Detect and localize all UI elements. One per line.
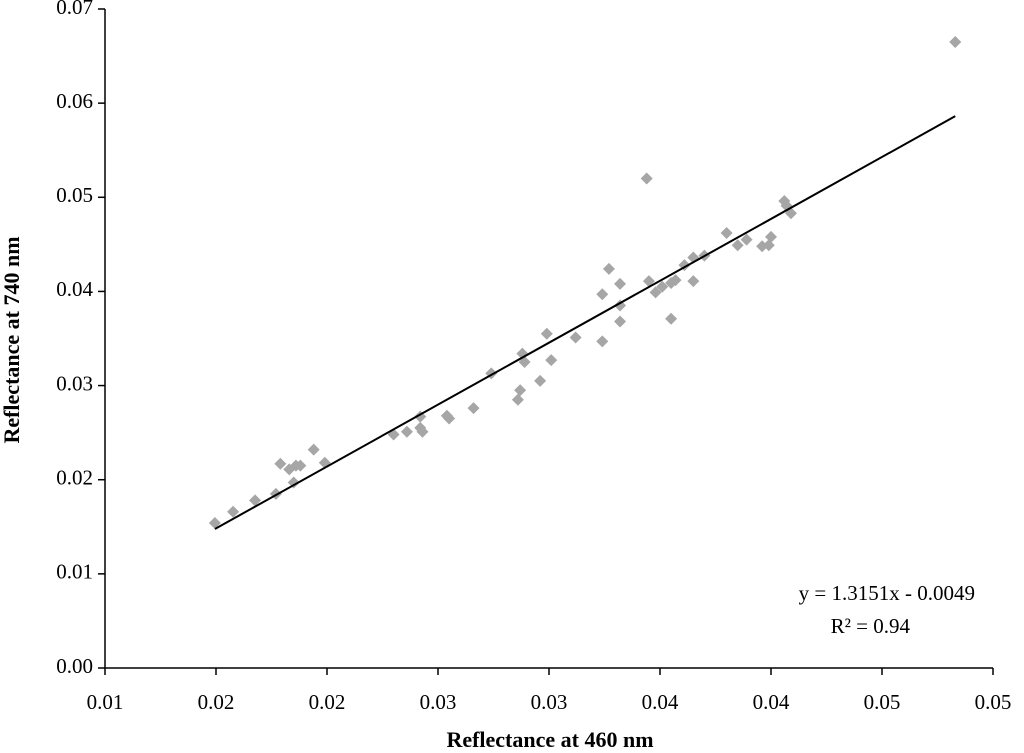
x-tick-label: 0.01	[87, 690, 124, 714]
x-tick-label: 0.02	[198, 690, 235, 714]
point	[467, 402, 480, 415]
point	[640, 172, 653, 185]
y-tick-label: 0.07	[56, 0, 93, 19]
point	[665, 312, 678, 325]
r-squared: R² = 0.94	[831, 614, 911, 638]
point	[307, 443, 320, 456]
point	[400, 425, 413, 438]
point	[649, 286, 662, 299]
point	[569, 331, 582, 344]
point	[740, 233, 753, 246]
point	[249, 494, 262, 507]
point	[731, 239, 744, 252]
point	[765, 230, 777, 243]
point	[762, 239, 775, 252]
point	[687, 275, 700, 288]
point	[949, 35, 962, 48]
point	[614, 277, 627, 290]
y-tick-label: 0.02	[56, 466, 93, 490]
point	[642, 275, 655, 288]
x-tick-label: 0.04	[753, 690, 790, 714]
point	[208, 517, 221, 530]
x-tick-label: 0.05	[864, 690, 901, 714]
point	[614, 315, 627, 328]
x-tick-label: 0.05	[975, 690, 1012, 714]
point	[416, 425, 429, 438]
point	[669, 274, 682, 287]
y-tick-label: 0.05	[56, 183, 93, 207]
point	[720, 227, 733, 240]
point	[227, 505, 240, 518]
point	[596, 335, 609, 348]
x-axis-title: Reflectance at 460 nm	[446, 727, 653, 752]
y-tick-label: 0.06	[56, 89, 93, 113]
x-tick-label: 0.03	[531, 690, 568, 714]
y-tick-label: 0.01	[56, 560, 93, 584]
y-tick-label: 0.04	[56, 277, 93, 301]
point	[534, 374, 547, 387]
point	[511, 393, 524, 406]
y-tick-label: 0.03	[56, 371, 93, 395]
point	[287, 476, 300, 489]
point	[443, 412, 456, 425]
point	[596, 288, 609, 301]
x-tick-label: 0.03	[420, 690, 457, 714]
point	[514, 384, 527, 397]
point	[656, 280, 669, 293]
point	[294, 459, 307, 472]
x-tick-label: 0.04	[642, 690, 679, 714]
equation: y = 1.3151x - 0.0049	[799, 581, 975, 605]
point	[602, 262, 615, 275]
x-tick-label: 0.02	[309, 690, 346, 714]
y-tick-label: 0.00	[56, 654, 93, 678]
trendline	[214, 115, 956, 530]
point	[274, 457, 287, 470]
y-axis-title: Reflectance at 740 nm	[0, 236, 24, 443]
point	[545, 354, 558, 367]
point	[540, 327, 553, 340]
